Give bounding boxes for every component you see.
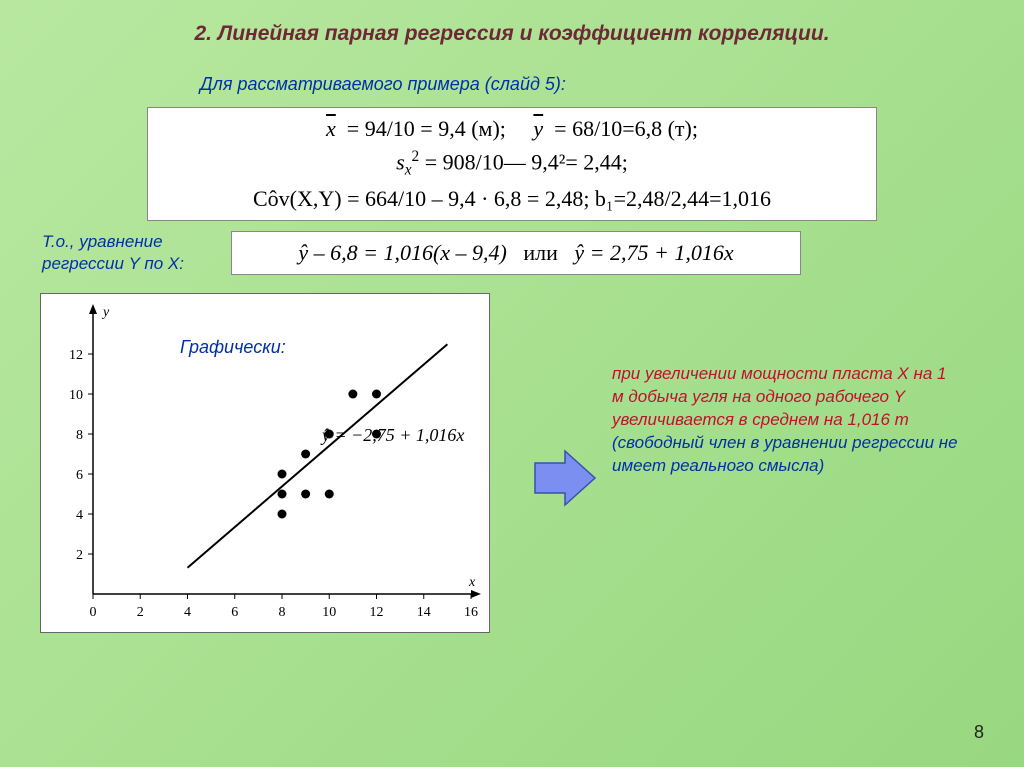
svg-text:10: 10 bbox=[69, 388, 83, 403]
chart-container: Графически: ŷ = −2,75 + 1,016x y x 0 2 4 6 8 10… bbox=[40, 293, 500, 643]
svg-text:4: 4 bbox=[184, 605, 191, 620]
svg-text:6: 6 bbox=[76, 468, 83, 483]
svg-text:12: 12 bbox=[69, 348, 83, 363]
svg-text:2: 2 bbox=[76, 548, 83, 563]
svg-text:0: 0 bbox=[90, 605, 97, 620]
page-number: 8 bbox=[974, 722, 984, 743]
chart-equation: ŷ = −2,75 + 1,016x bbox=[322, 425, 464, 446]
svg-text:y: y bbox=[101, 305, 110, 320]
svg-text:8: 8 bbox=[76, 428, 83, 443]
svg-text:2: 2 bbox=[137, 605, 144, 620]
svg-text:x: x bbox=[468, 575, 476, 590]
svg-text:10: 10 bbox=[322, 605, 336, 620]
subtitle: Для рассматриваемого примера (слайд 5): bbox=[200, 74, 1024, 95]
svg-text:4: 4 bbox=[76, 508, 83, 523]
svg-text:14: 14 bbox=[417, 605, 431, 620]
svg-text:12: 12 bbox=[370, 605, 384, 620]
regression-label: Т.о., уравнение регрессии Y по X: bbox=[42, 231, 217, 275]
page-title: 2. Линейная парная регрессия и коэффицие… bbox=[0, 0, 1024, 46]
interpretation-text: при увеличении мощности пласта X на 1 м … bbox=[612, 363, 962, 478]
equation-block-2: ŷ – 6,8 = 1,016(x – 9,4) или ŷ = 2,75 + … bbox=[231, 231, 801, 275]
chart-label: Графически: bbox=[180, 337, 286, 358]
arrow-icon bbox=[530, 443, 600, 513]
equation-block-1: x = 94/10 = 9,4 (м); y = 68/10=6,8 (т); … bbox=[147, 107, 877, 221]
svg-text:6: 6 bbox=[231, 605, 238, 620]
svg-text:8: 8 bbox=[279, 605, 286, 620]
svg-text:16: 16 bbox=[464, 605, 478, 620]
